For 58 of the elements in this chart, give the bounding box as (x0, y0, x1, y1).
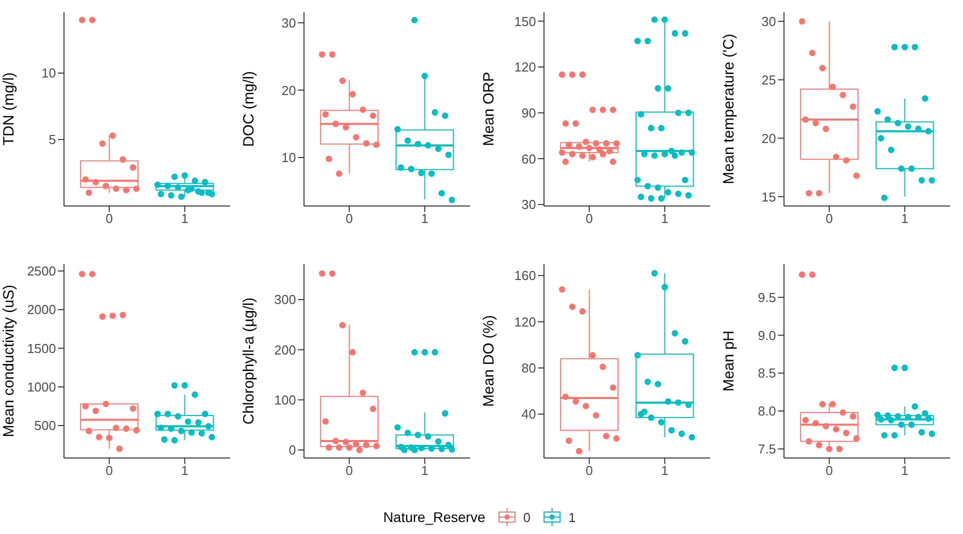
y-tick-label: 9.5 (758, 290, 776, 305)
y-tick-label: 20 (762, 130, 776, 146)
y-tick-label: 9.0 (758, 328, 776, 343)
x-tick-label: 1 (661, 463, 668, 478)
y-tick-label: 1000 (27, 380, 56, 395)
y-tick-label: 200 (274, 342, 296, 358)
y-axis-title: Mean pH (720, 330, 738, 392)
x-tick-label: 0 (346, 211, 353, 226)
x-tick-label: 1 (901, 463, 908, 478)
y-tick-label: 25 (762, 72, 776, 88)
y-tick-label: 5 (48, 132, 56, 148)
y-axis-title: Chlorophyll-a (µg/l) (240, 297, 258, 425)
x-tick-label: 0 (586, 463, 593, 478)
legend-label: 1 (568, 510, 576, 524)
y-tick-label: 30 (522, 197, 536, 212)
y-tick-label: 15 (762, 189, 776, 204)
y-tick-label: 2000 (27, 302, 56, 318)
x-tick-label: 0 (826, 463, 833, 478)
y-axis-title: DOC (mg/l) (240, 71, 258, 147)
y-tick-label: 7.5 (758, 442, 776, 457)
y-tick-label: 120 (514, 60, 536, 75)
y-axis-title: TDN (mg/l) (0, 72, 18, 146)
y-tick-label: 500 (34, 418, 56, 434)
x-tick-label: 1 (181, 463, 188, 478)
y-axis-title: Mean DO (%) (480, 315, 498, 407)
y-tick-label: 60 (522, 151, 536, 166)
y-tick-label: 100 (274, 392, 296, 408)
y-tick-label: 80 (522, 360, 536, 376)
y-tick-label: 1500 (27, 340, 56, 356)
y-tick-label: 8.0 (758, 404, 776, 419)
x-tick-label: 0 (106, 463, 113, 478)
x-tick-label: 1 (421, 463, 428, 478)
y-axis-title: Mean conductivity (uS) (0, 284, 18, 438)
y-tick-label: 20 (282, 82, 296, 98)
y-tick-label: 300 (274, 292, 296, 308)
y-tick-label: 0 (288, 442, 296, 458)
y-tick-label: 10 (42, 66, 56, 81)
y-tick-label: 150 (514, 14, 536, 29)
y-tick-label: 160 (514, 268, 536, 284)
legend-title: Nature_Reserve (383, 509, 486, 525)
y-tick-label: 120 (514, 314, 536, 330)
y-tick-label: 30 (762, 14, 776, 29)
x-tick-label: 1 (181, 211, 188, 226)
y-tick-label: 30 (282, 15, 296, 30)
y-tick-label: 40 (522, 406, 536, 422)
x-tick-label: 1 (421, 211, 428, 226)
x-tick-label: 1 (661, 211, 668, 226)
y-tick-label: 8.5 (758, 366, 776, 381)
y-tick-label: 10 (282, 150, 296, 166)
x-tick-label: 0 (826, 211, 833, 226)
y-tick-label: 90 (522, 105, 536, 120)
y-axis-title: Mean ORP (480, 72, 498, 146)
x-tick-label: 0 (586, 211, 593, 226)
x-tick-label: 1 (901, 211, 908, 226)
x-tick-label: 0 (106, 211, 113, 226)
x-tick-label: 0 (346, 463, 353, 478)
y-axis-title: Mean temperature ('C) (720, 34, 738, 184)
y-tick-label: 2500 (27, 264, 56, 279)
